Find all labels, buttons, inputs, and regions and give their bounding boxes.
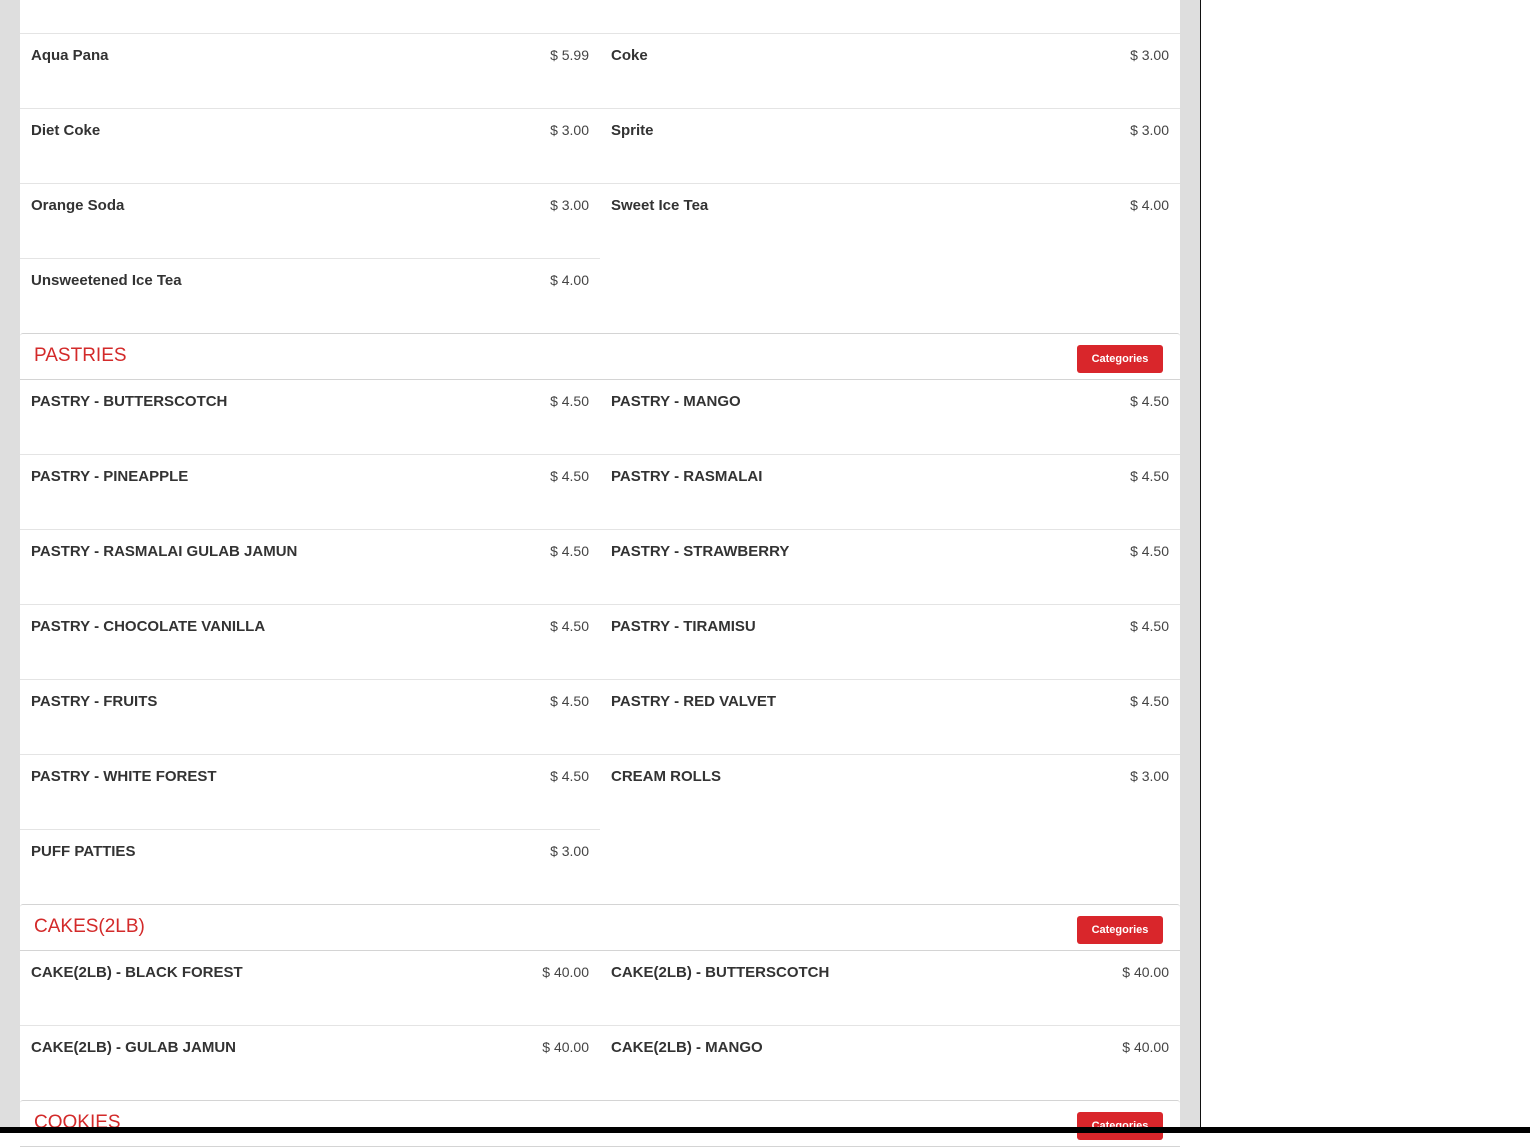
scroll-gutter	[1180, 0, 1200, 1133]
divider	[1200, 0, 1201, 1133]
item-price: $ 4.50	[1130, 543, 1169, 559]
item-name: Unsweetened Ice Tea	[31, 272, 182, 289]
menu-item[interactable]: CAKE(2LB) - GULAB JAMUN $ 40.00	[20, 1025, 600, 1100]
item-price: $ 4.50	[550, 468, 589, 484]
item-name: CAKE(2LB) - BUTTERSCOTCH	[611, 964, 830, 981]
categories-button[interactable]: Categories	[1077, 345, 1163, 373]
item-price: $ 3.00	[550, 122, 589, 138]
item-price: $ 4.50	[550, 393, 589, 409]
item-name: CAKE(2LB) - BLACK FOREST	[31, 964, 243, 981]
menu-item[interactable]: Sprite $ 3.00	[600, 108, 1180, 183]
menu-item[interactable]: CAKE(2LB) - BUTTERSCOTCH $ 40.00	[600, 951, 1180, 1025]
menu-item[interactable]: PASTRY - PINEAPPLE $ 4.50	[20, 454, 600, 529]
menu-item[interactable]: PASTRY - RED VALVET $ 4.50	[600, 679, 1180, 754]
menu-item[interactable]: Diet Coke $ 3.00	[20, 108, 600, 183]
top-spacer	[20, 0, 1180, 33]
item-price: $ 40.00	[1122, 1039, 1169, 1055]
item-price: $ 4.50	[1130, 393, 1169, 409]
menu-item[interactable]: PASTRY - STRAWBERRY $ 4.50	[600, 529, 1180, 604]
empty-cell	[600, 258, 1180, 332]
section-header: PASTRIES Categories	[20, 333, 1180, 380]
menu-item[interactable]: PASTRY - MANGO $ 4.50	[600, 380, 1180, 454]
item-price: $ 3.00	[550, 843, 589, 859]
menu-item[interactable]: CREAM ROLLS $ 3.00	[600, 754, 1180, 829]
menu-item[interactable]: PASTRY - CHOCOLATE VANILLA $ 4.50	[20, 604, 600, 679]
section-header: CAKES(2LB) Categories	[20, 904, 1180, 951]
item-price: $ 40.00	[542, 1039, 589, 1055]
item-name: Coke	[611, 47, 648, 64]
item-name: CREAM ROLLS	[611, 768, 721, 785]
item-price: $ 4.50	[1130, 468, 1169, 484]
item-price: $ 3.00	[1130, 47, 1169, 63]
section-title: CAKES(2LB)	[34, 916, 145, 937]
item-name: Sprite	[611, 122, 654, 139]
item-price: $ 40.00	[1122, 964, 1169, 980]
item-price: $ 40.00	[542, 964, 589, 980]
menu-item[interactable]: PUFF PATTIES $ 3.00	[20, 829, 600, 904]
menu-panel: Aqua Pana $ 5.99 Coke $ 3.00 Diet Coke $ 3…	[20, 0, 1180, 1147]
menu-item[interactable]: PASTRY - FRUITS $ 4.50	[20, 679, 600, 754]
item-price: $ 5.99	[550, 47, 589, 63]
item-name: Diet Coke	[31, 122, 101, 139]
item-grid: Aqua Pana $ 5.99 Coke $ 3.00 Diet Coke $ 3…	[20, 33, 1180, 333]
empty-cell	[600, 829, 1180, 903]
item-name: PASTRY - FRUITS	[31, 693, 158, 710]
item-name: PASTRY - WHITE FOREST	[31, 768, 217, 785]
item-price: $ 3.00	[1130, 768, 1169, 784]
menu-item[interactable]: CAKE(2LB) - MANGO $ 40.00	[600, 1025, 1180, 1100]
item-price: $ 4.50	[550, 768, 589, 784]
item-name: PASTRY - STRAWBERRY	[611, 543, 790, 560]
menu-item[interactable]: PASTRY - BUTTERSCOTCH $ 4.50	[20, 380, 600, 454]
item-price: $ 4.50	[1130, 618, 1169, 634]
item-name: CAKE(2LB) - GULAB JAMUN	[31, 1039, 236, 1056]
item-price: $ 3.00	[1130, 122, 1169, 138]
section-header: COOKIES Categories	[20, 1100, 1180, 1147]
menu-item[interactable]: Aqua Pana $ 5.99	[20, 33, 600, 108]
item-grid: CAKE(2LB) - BLACK FOREST $ 40.00 CAKE(2LB…	[20, 951, 1180, 1100]
item-name: PASTRY - RASMALAI GULAB JAMUN	[31, 543, 298, 560]
menu-item[interactable]: Orange Soda $ 3.00	[20, 183, 600, 258]
item-name: PASTRY - BUTTERSCOTCH	[31, 393, 228, 410]
item-grid: PASTRY - BUTTERSCOTCH $ 4.50 PASTRY - MAN…	[20, 380, 1180, 904]
item-price: $ 4.50	[1130, 693, 1169, 709]
menu-item[interactable]: PASTRY - TIRAMISU $ 4.50	[600, 604, 1180, 679]
item-price: $ 4.00	[1130, 197, 1169, 213]
item-name: PASTRY - PINEAPPLE	[31, 468, 189, 485]
item-name: PASTRY - RASMALAI	[611, 468, 763, 485]
item-name: CAKE(2LB) - MANGO	[611, 1039, 763, 1056]
menu-item[interactable]: Coke $ 3.00	[600, 33, 1180, 108]
menu-item[interactable]: PASTRY - WHITE FOREST $ 4.50	[20, 754, 600, 829]
menu-item[interactable]: Unsweetened Ice Tea $ 4.00	[20, 258, 600, 333]
menu-item[interactable]: Sweet Ice Tea $ 4.00	[600, 183, 1180, 258]
item-price: $ 4.00	[550, 272, 589, 288]
item-name: PUFF PATTIES	[31, 843, 136, 860]
item-name: PASTRY - TIRAMISU	[611, 618, 756, 635]
bottom-bar	[0, 1127, 1530, 1133]
categories-button[interactable]: Categories	[1077, 1112, 1163, 1140]
item-price: $ 4.50	[550, 618, 589, 634]
item-price: $ 4.50	[550, 543, 589, 559]
item-name: PASTRY - RED VALVET	[611, 693, 777, 710]
menu-item[interactable]: PASTRY - RASMALAI $ 4.50	[600, 454, 1180, 529]
item-price: $ 4.50	[550, 693, 589, 709]
left-gutter	[0, 0, 20, 1133]
item-name: Aqua Pana	[31, 47, 109, 64]
menu-item[interactable]: CAKE(2LB) - BLACK FOREST $ 40.00	[20, 951, 600, 1025]
item-name: PASTRY - CHOCOLATE VANILLA	[31, 618, 266, 635]
item-name: Orange Soda	[31, 197, 125, 214]
menu-item[interactable]: PASTRY - RASMALAI GULAB JAMUN $ 4.50	[20, 529, 600, 604]
item-price: $ 3.00	[550, 197, 589, 213]
item-name: PASTRY - MANGO	[611, 393, 741, 410]
item-name: Sweet Ice Tea	[611, 197, 709, 214]
categories-button[interactable]: Categories	[1077, 916, 1163, 944]
section-title: PASTRIES	[34, 345, 127, 366]
